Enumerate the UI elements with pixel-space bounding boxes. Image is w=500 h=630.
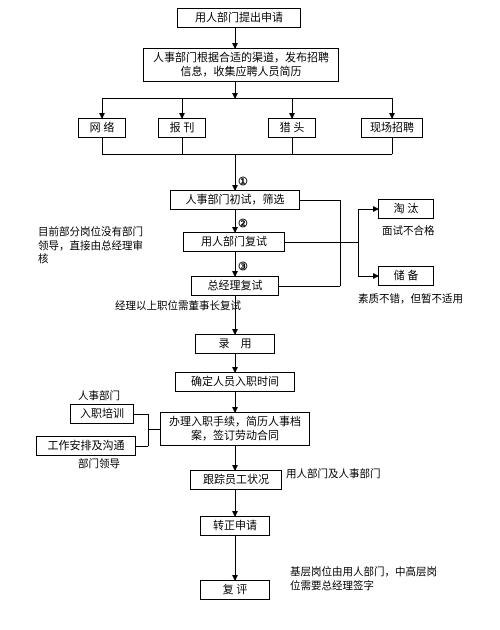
node-gm-interview: 总经理复试 — [191, 276, 279, 296]
arrow — [235, 28, 236, 48]
node-hire: 录 用 — [195, 334, 275, 354]
node-track: 跟踪员工状况 — [190, 470, 282, 490]
connector — [358, 209, 359, 276]
node-work-arrange: 工作安排及沟通 — [36, 436, 136, 456]
connector — [340, 242, 358, 243]
arrow — [235, 354, 236, 372]
note-hr-dept: 人事部门 — [78, 390, 120, 404]
arrow — [235, 392, 236, 412]
step-3: ③ — [238, 260, 248, 273]
node-onboard: 办理入职手续，简历人事档案，签订劳动合同 — [160, 412, 310, 446]
connector — [292, 138, 293, 154]
note-board: 经理以上职位需董事长复试 — [115, 300, 241, 314]
arrow — [358, 209, 378, 210]
node-request: 用人部门提出申请 — [177, 8, 301, 28]
node-publish: 人事部门根据合适的渠道，发布招聘信息，收集应聘人员简历 — [143, 48, 339, 82]
connector — [340, 200, 341, 286]
connector — [102, 154, 392, 155]
note-reserve: 素质不错，但暂不适用 — [358, 293, 463, 307]
connector — [148, 414, 149, 446]
arrow — [235, 252, 236, 276]
node-channel-press: 报 刊 — [158, 118, 206, 138]
arrow — [235, 210, 236, 232]
step-2: ② — [238, 217, 248, 230]
node-channel-onsite: 现场招聘 — [361, 118, 423, 138]
connector — [285, 242, 340, 243]
connector — [182, 138, 183, 154]
node-reserve: 储 备 — [378, 266, 434, 286]
connector — [279, 286, 340, 287]
arrow — [392, 98, 393, 118]
arrow — [102, 98, 103, 118]
note-dept-lead: 部门领导 — [78, 458, 120, 472]
note-sign: 基层岗位由用人部门，中高层岗位需要总经理签字 — [290, 566, 440, 593]
arrow — [358, 276, 378, 277]
note-fail: 面试不合格 — [382, 225, 435, 239]
node-regularize: 转正申请 — [200, 516, 270, 536]
note-left-gm: 目前部分岗位没有部门领导，直接由总经理审核 — [38, 226, 148, 267]
arrow — [235, 82, 236, 98]
node-hr-screen: 人事部门初试，筛选 — [170, 190, 300, 210]
connector — [102, 138, 103, 154]
connector — [136, 446, 148, 447]
node-channel-headhunt: 猎 头 — [268, 118, 316, 138]
arrow — [235, 446, 236, 470]
node-channel-web: 网 络 — [78, 118, 126, 138]
node-eliminate: 淘 汰 — [378, 199, 434, 219]
node-dept-interview: 用人部门复试 — [183, 232, 285, 252]
arrow — [235, 490, 236, 516]
node-review: 复 评 — [200, 580, 270, 600]
arrow — [235, 536, 236, 580]
node-start-date: 确定人员入职时间 — [175, 372, 295, 392]
arrow — [292, 98, 293, 118]
arrow — [182, 98, 183, 118]
node-onboard-train: 入职培训 — [70, 404, 134, 424]
step-1: ① — [238, 175, 248, 188]
connector — [300, 200, 340, 201]
connector — [102, 98, 392, 99]
connector — [134, 414, 148, 415]
connector — [148, 429, 160, 430]
note-track-by: 用人部门及人事部门 — [286, 468, 381, 482]
arrow — [235, 154, 236, 190]
connector — [392, 138, 393, 154]
